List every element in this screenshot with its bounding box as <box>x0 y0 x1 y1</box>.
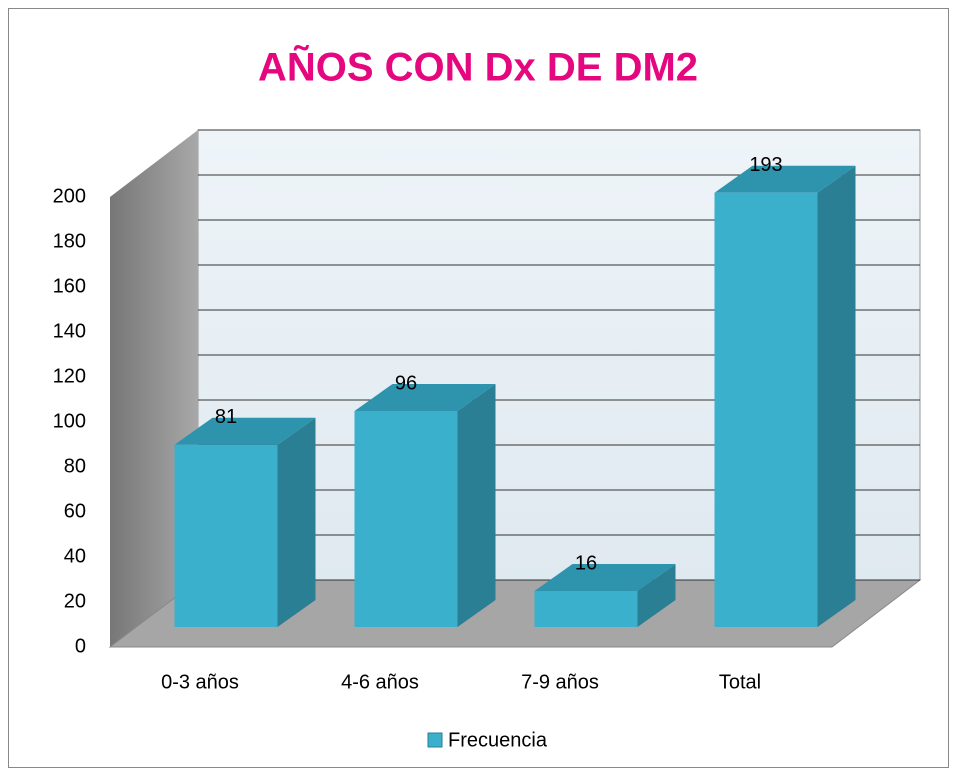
y-tick-label: 40 <box>64 545 86 567</box>
y-tick-label: 180 <box>53 230 86 252</box>
bar-side <box>637 564 676 627</box>
y-tick-label: 100 <box>53 410 86 432</box>
bar <box>714 192 818 627</box>
y-tick-label: 120 <box>53 365 86 387</box>
bar-top <box>534 564 676 591</box>
y-tick-label: 60 <box>64 500 86 522</box>
data-label: 96 <box>395 372 417 394</box>
legend-label: Frecuencia <box>448 729 548 751</box>
y-tick-label: 0 <box>75 635 86 657</box>
y-tick-label: 200 <box>53 185 86 207</box>
x-tick-label: 7-9 años <box>521 671 599 693</box>
bar <box>354 411 458 627</box>
y-tick-label: 20 <box>64 590 86 612</box>
y-tick-label: 80 <box>64 455 86 477</box>
bar-top <box>354 384 496 411</box>
bar <box>174 444 278 627</box>
data-label: 16 <box>575 552 597 574</box>
bar-side <box>277 417 316 627</box>
x-tick-label: Total <box>719 671 761 693</box>
chart-title: AÑOS CON Dx DE DM2 <box>258 44 698 90</box>
data-label: 193 <box>749 154 782 176</box>
bar <box>534 591 638 627</box>
data-label: 81 <box>215 406 237 428</box>
bar-side <box>457 384 496 627</box>
bar-top <box>174 417 316 445</box>
y-tick-label: 160 <box>53 275 86 297</box>
y-tick-label: 140 <box>53 320 86 342</box>
bar-side <box>817 165 856 627</box>
x-tick-label: 4-6 años <box>341 671 419 693</box>
legend-swatch <box>427 732 443 748</box>
bar-top <box>714 165 856 193</box>
x-tick-label: 0-3 años <box>161 671 239 693</box>
